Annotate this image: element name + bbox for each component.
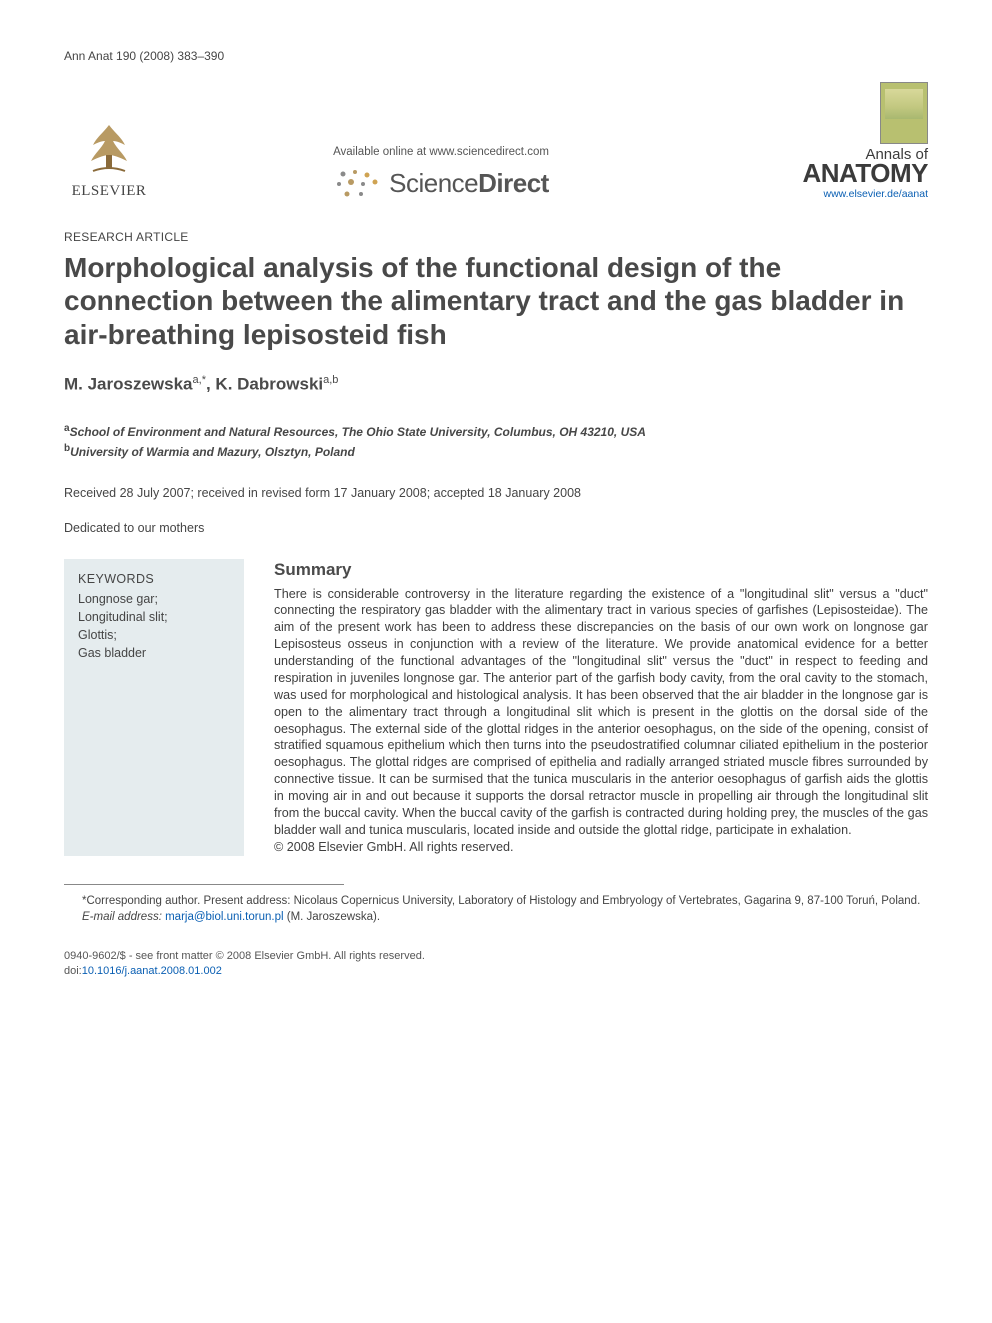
- keyword-item: Longnose gar;: [78, 590, 230, 608]
- issn-line: 0940-9602/$ - see front matter © 2008 El…: [64, 949, 928, 964]
- abstract-block: Summary There is considerable controvers…: [274, 559, 928, 856]
- corr-email-line: E-mail address: marja@biol.uni.torun.pl …: [64, 909, 928, 925]
- sd-name-bold: Direct: [478, 168, 549, 198]
- header-row: ELSEVIER Available online at www.science…: [64, 82, 928, 201]
- keywords-list: Longnose gar; Longitudinal slit; Glottis…: [78, 590, 230, 663]
- sd-available-online: Available online at www.sciencedirect.co…: [174, 145, 708, 161]
- elsevier-label: ELSEVIER: [72, 181, 147, 201]
- running-head: Ann Anat 190 (2008) 383–390: [64, 48, 928, 64]
- abstract-heading: Summary: [274, 559, 928, 582]
- corr-text: *Corresponding author. Present address: …: [64, 893, 928, 909]
- dedication: Dedicated to our mothers: [64, 520, 928, 537]
- sd-name-light: Science: [389, 168, 478, 198]
- affiliation-a: aSchool of Environment and Natural Resou…: [64, 422, 928, 441]
- corresponding-author: *Corresponding author. Present address: …: [64, 893, 928, 925]
- journal-name-line2: ANATOMY: [728, 162, 928, 185]
- section-label: RESEARCH ARTICLE: [64, 229, 928, 245]
- footer-meta: 0940-9602/$ - see front matter © 2008 El…: [64, 949, 928, 980]
- corr-email-name: (M. Jaroszewska).: [287, 911, 380, 923]
- sd-dots-icon: [333, 168, 381, 200]
- keywords-heading: KEYWORDS: [78, 571, 230, 588]
- elsevier-logo-block: ELSEVIER: [64, 119, 154, 201]
- sd-logo-row: ScienceDirect: [174, 166, 708, 201]
- keywords-abstract-row: KEYWORDS Longnose gar; Longitudinal slit…: [64, 559, 928, 856]
- email-label: E-mail address:: [82, 911, 162, 923]
- doi-link[interactable]: 10.1016/j.aanat.2008.01.002: [82, 965, 222, 977]
- sciencedirect-wordmark: ScienceDirect: [389, 166, 549, 201]
- journal-block: Annals of ANATOMY www.elsevier.de/aanat: [728, 82, 928, 201]
- article-dates: Received 28 July 2007; received in revis…: [64, 485, 928, 502]
- corr-email-link[interactable]: marja@biol.uni.torun.pl: [165, 911, 283, 923]
- abstract-copyright: © 2008 Elsevier GmbH. All rights reserve…: [274, 840, 514, 854]
- doi-label: doi:: [64, 965, 82, 977]
- article-title: Morphological analysis of the functional…: [64, 251, 928, 350]
- article-authors: M. Jaroszewskaa,*, K. Dabrowskia,b: [64, 373, 928, 397]
- journal-link: www.elsevier.de/aanat: [728, 187, 928, 201]
- abstract-text: There is considerable controversy in the…: [274, 587, 928, 837]
- keyword-item: Longitudinal slit;: [78, 608, 230, 626]
- keyword-item: Gas bladder: [78, 644, 230, 662]
- abstract-body: There is considerable controversy in the…: [274, 586, 928, 856]
- keywords-box: KEYWORDS Longnose gar; Longitudinal slit…: [64, 559, 244, 856]
- affil-text-a: School of Environment and Natural Resour…: [70, 425, 646, 439]
- doi-line: doi:10.1016/j.aanat.2008.01.002: [64, 964, 928, 979]
- footnote-rule: [64, 884, 344, 885]
- affiliation-b: bUniversity of Warmia and Mazury, Olszty…: [64, 442, 928, 461]
- journal-cover-thumb: [880, 82, 928, 144]
- affil-text-b: University of Warmia and Mazury, Olsztyn…: [70, 445, 355, 459]
- journal-name: Annals of ANATOMY: [728, 148, 928, 185]
- journal-link-anchor[interactable]: www.elsevier.de/aanat: [824, 188, 928, 200]
- elsevier-tree-icon: [79, 119, 139, 179]
- sciencedirect-block: Available online at www.sciencedirect.co…: [154, 145, 728, 202]
- keyword-item: Glottis;: [78, 626, 230, 644]
